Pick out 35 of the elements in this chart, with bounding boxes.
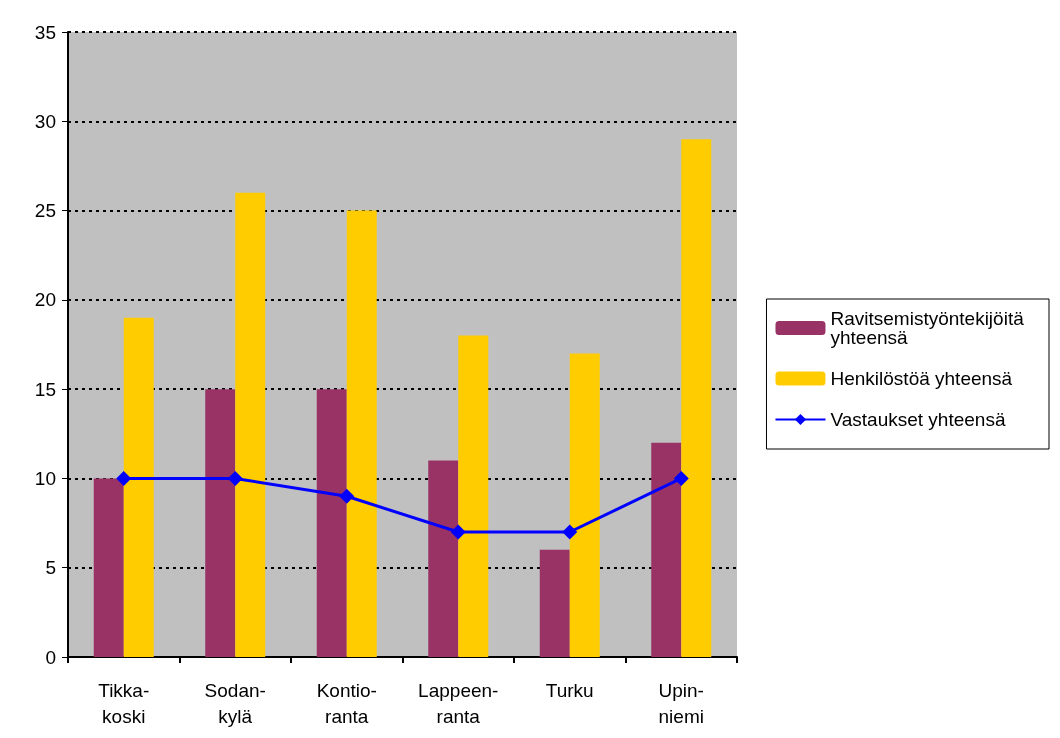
y-tick-label: 10 bbox=[34, 467, 56, 489]
legend-label: Vastaukset yhteensä bbox=[830, 409, 1006, 430]
point bbox=[673, 470, 689, 486]
x-tick-label: Kontio- ranta bbox=[316, 679, 377, 727]
bar bbox=[539, 549, 570, 657]
bar bbox=[458, 335, 489, 657]
bar bbox=[428, 460, 459, 657]
bar bbox=[93, 478, 124, 657]
legend-label: Henkilöstöä yhteensä bbox=[830, 368, 1013, 389]
x-tick-label: Tikka- koski bbox=[98, 679, 150, 727]
point bbox=[339, 488, 355, 504]
point bbox=[562, 524, 578, 540]
x-tick-label: Turku bbox=[545, 679, 594, 701]
bar bbox=[316, 389, 347, 657]
bar bbox=[681, 139, 712, 657]
legend-label: Ravitsemistyöntekijöitä yhteensä bbox=[830, 308, 1030, 348]
x-tick-label: Sodan- kylä bbox=[204, 679, 266, 727]
y-tick-label: 5 bbox=[45, 557, 56, 579]
bar bbox=[651, 442, 682, 657]
bar bbox=[205, 389, 236, 657]
x-tick-label: Lappeen- ranta bbox=[418, 679, 499, 727]
point bbox=[227, 470, 243, 486]
y-tick-label: 15 bbox=[34, 378, 56, 400]
point bbox=[450, 524, 466, 540]
y-tick-label: 25 bbox=[34, 200, 56, 222]
y-tick-label: 30 bbox=[34, 110, 56, 132]
point bbox=[116, 470, 132, 486]
y-tick-label: 20 bbox=[34, 289, 56, 311]
y-tick-label: 0 bbox=[45, 646, 56, 668]
bar bbox=[346, 210, 377, 657]
bar bbox=[123, 317, 154, 657]
bar bbox=[235, 192, 266, 657]
y-tick-label: 35 bbox=[34, 21, 56, 43]
x-tick-label: Upin- niemi bbox=[658, 679, 704, 727]
bar bbox=[569, 353, 600, 657]
